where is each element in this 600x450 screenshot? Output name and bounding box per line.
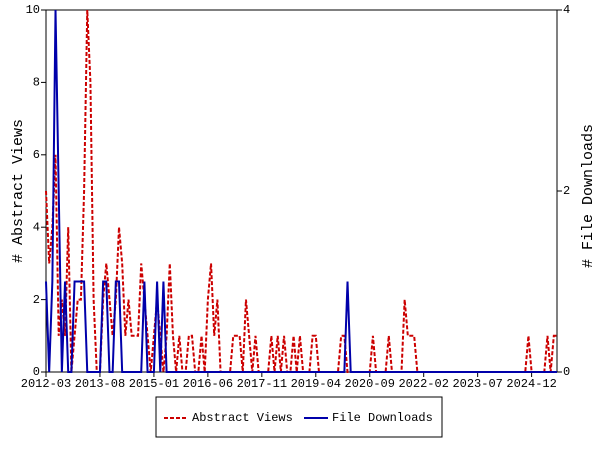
- x-tick-label: 2012-03: [21, 377, 71, 391]
- y-axis-label: # Abstract Views: [10, 119, 27, 263]
- x-tick-label: 2020-09: [345, 377, 395, 391]
- y2-tick-label: 0: [563, 365, 570, 379]
- x-tick-label: 2022-02: [398, 377, 448, 391]
- series-line: [45, 9, 557, 373]
- y-tick-label: 2: [33, 293, 40, 307]
- plot-frame: [45, 9, 558, 373]
- x-tick-label: 2023-07: [452, 377, 502, 391]
- y2-axis-label: # File Downloads: [580, 124, 597, 268]
- y-tick-label: 10: [26, 3, 40, 17]
- x-tick-label: 2016-06: [183, 377, 233, 391]
- x-tick-label: 2019-04: [291, 377, 341, 391]
- x-tick-label: 2024-12: [506, 377, 556, 391]
- x-tick-label: 2013-08: [75, 377, 125, 391]
- y-tick-label: 8: [33, 76, 40, 90]
- legend: [155, 396, 443, 438]
- series-line: [45, 9, 557, 373]
- x-tick-label: 2017-11: [237, 377, 287, 391]
- y2-tick-label: 4: [563, 3, 570, 17]
- legend-label: Abstract Views: [192, 411, 293, 425]
- y-tick-label: 6: [33, 148, 40, 162]
- y-tick-label: 0: [33, 365, 40, 379]
- x-tick-label: 2015-01: [129, 377, 179, 391]
- y-tick-label: 4: [33, 220, 40, 234]
- y2-tick-label: 2: [563, 184, 570, 198]
- legend-label: File Downloads: [332, 411, 433, 425]
